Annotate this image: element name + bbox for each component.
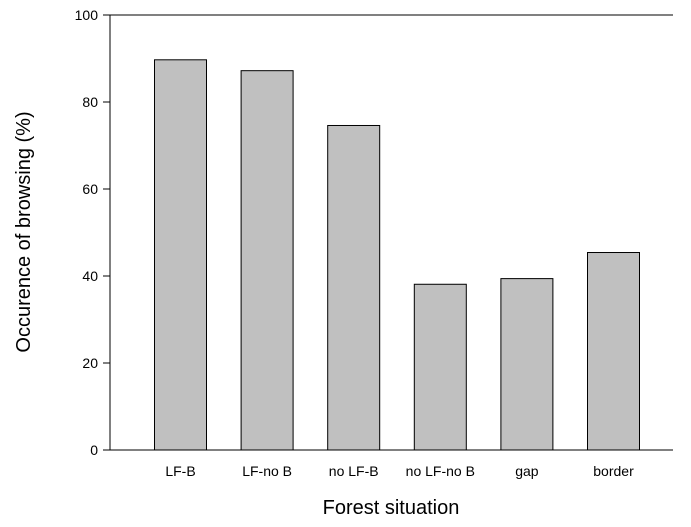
bar-no-lf-b	[327, 124, 381, 451]
y-tick-label: 20	[82, 355, 98, 371]
y-tick-label: 60	[82, 181, 98, 197]
bar-no-lf-no-b	[413, 283, 467, 451]
y-tick-label: 100	[75, 7, 99, 23]
x-tick-label: border	[593, 463, 634, 479]
y-tick-label: 80	[82, 94, 98, 110]
bar-lf-no-b	[240, 70, 294, 451]
x-tick-label: no LF-no B	[406, 463, 475, 479]
bar-gap	[500, 278, 554, 451]
x-tick-label: LF-no B	[242, 463, 292, 479]
bar-border	[587, 252, 640, 451]
y-ticks: 0 20 40 60 80 100	[75, 7, 110, 458]
x-tick-labels: LF-B LF-no B no LF-B no LF-no B gap border	[165, 463, 634, 479]
y-tick-label: 0	[90, 442, 98, 458]
x-tick-label: gap	[515, 463, 539, 479]
y-tick-label: 40	[82, 268, 98, 284]
y-axis-title: Occurence of browsing (%)	[13, 111, 35, 352]
bar-lf-b	[154, 59, 207, 451]
x-tick-label: LF-B	[165, 463, 195, 479]
x-tick-label: no LF-B	[329, 463, 379, 479]
bars	[154, 59, 640, 451]
x-axis-title: Forest situation	[323, 497, 460, 519]
